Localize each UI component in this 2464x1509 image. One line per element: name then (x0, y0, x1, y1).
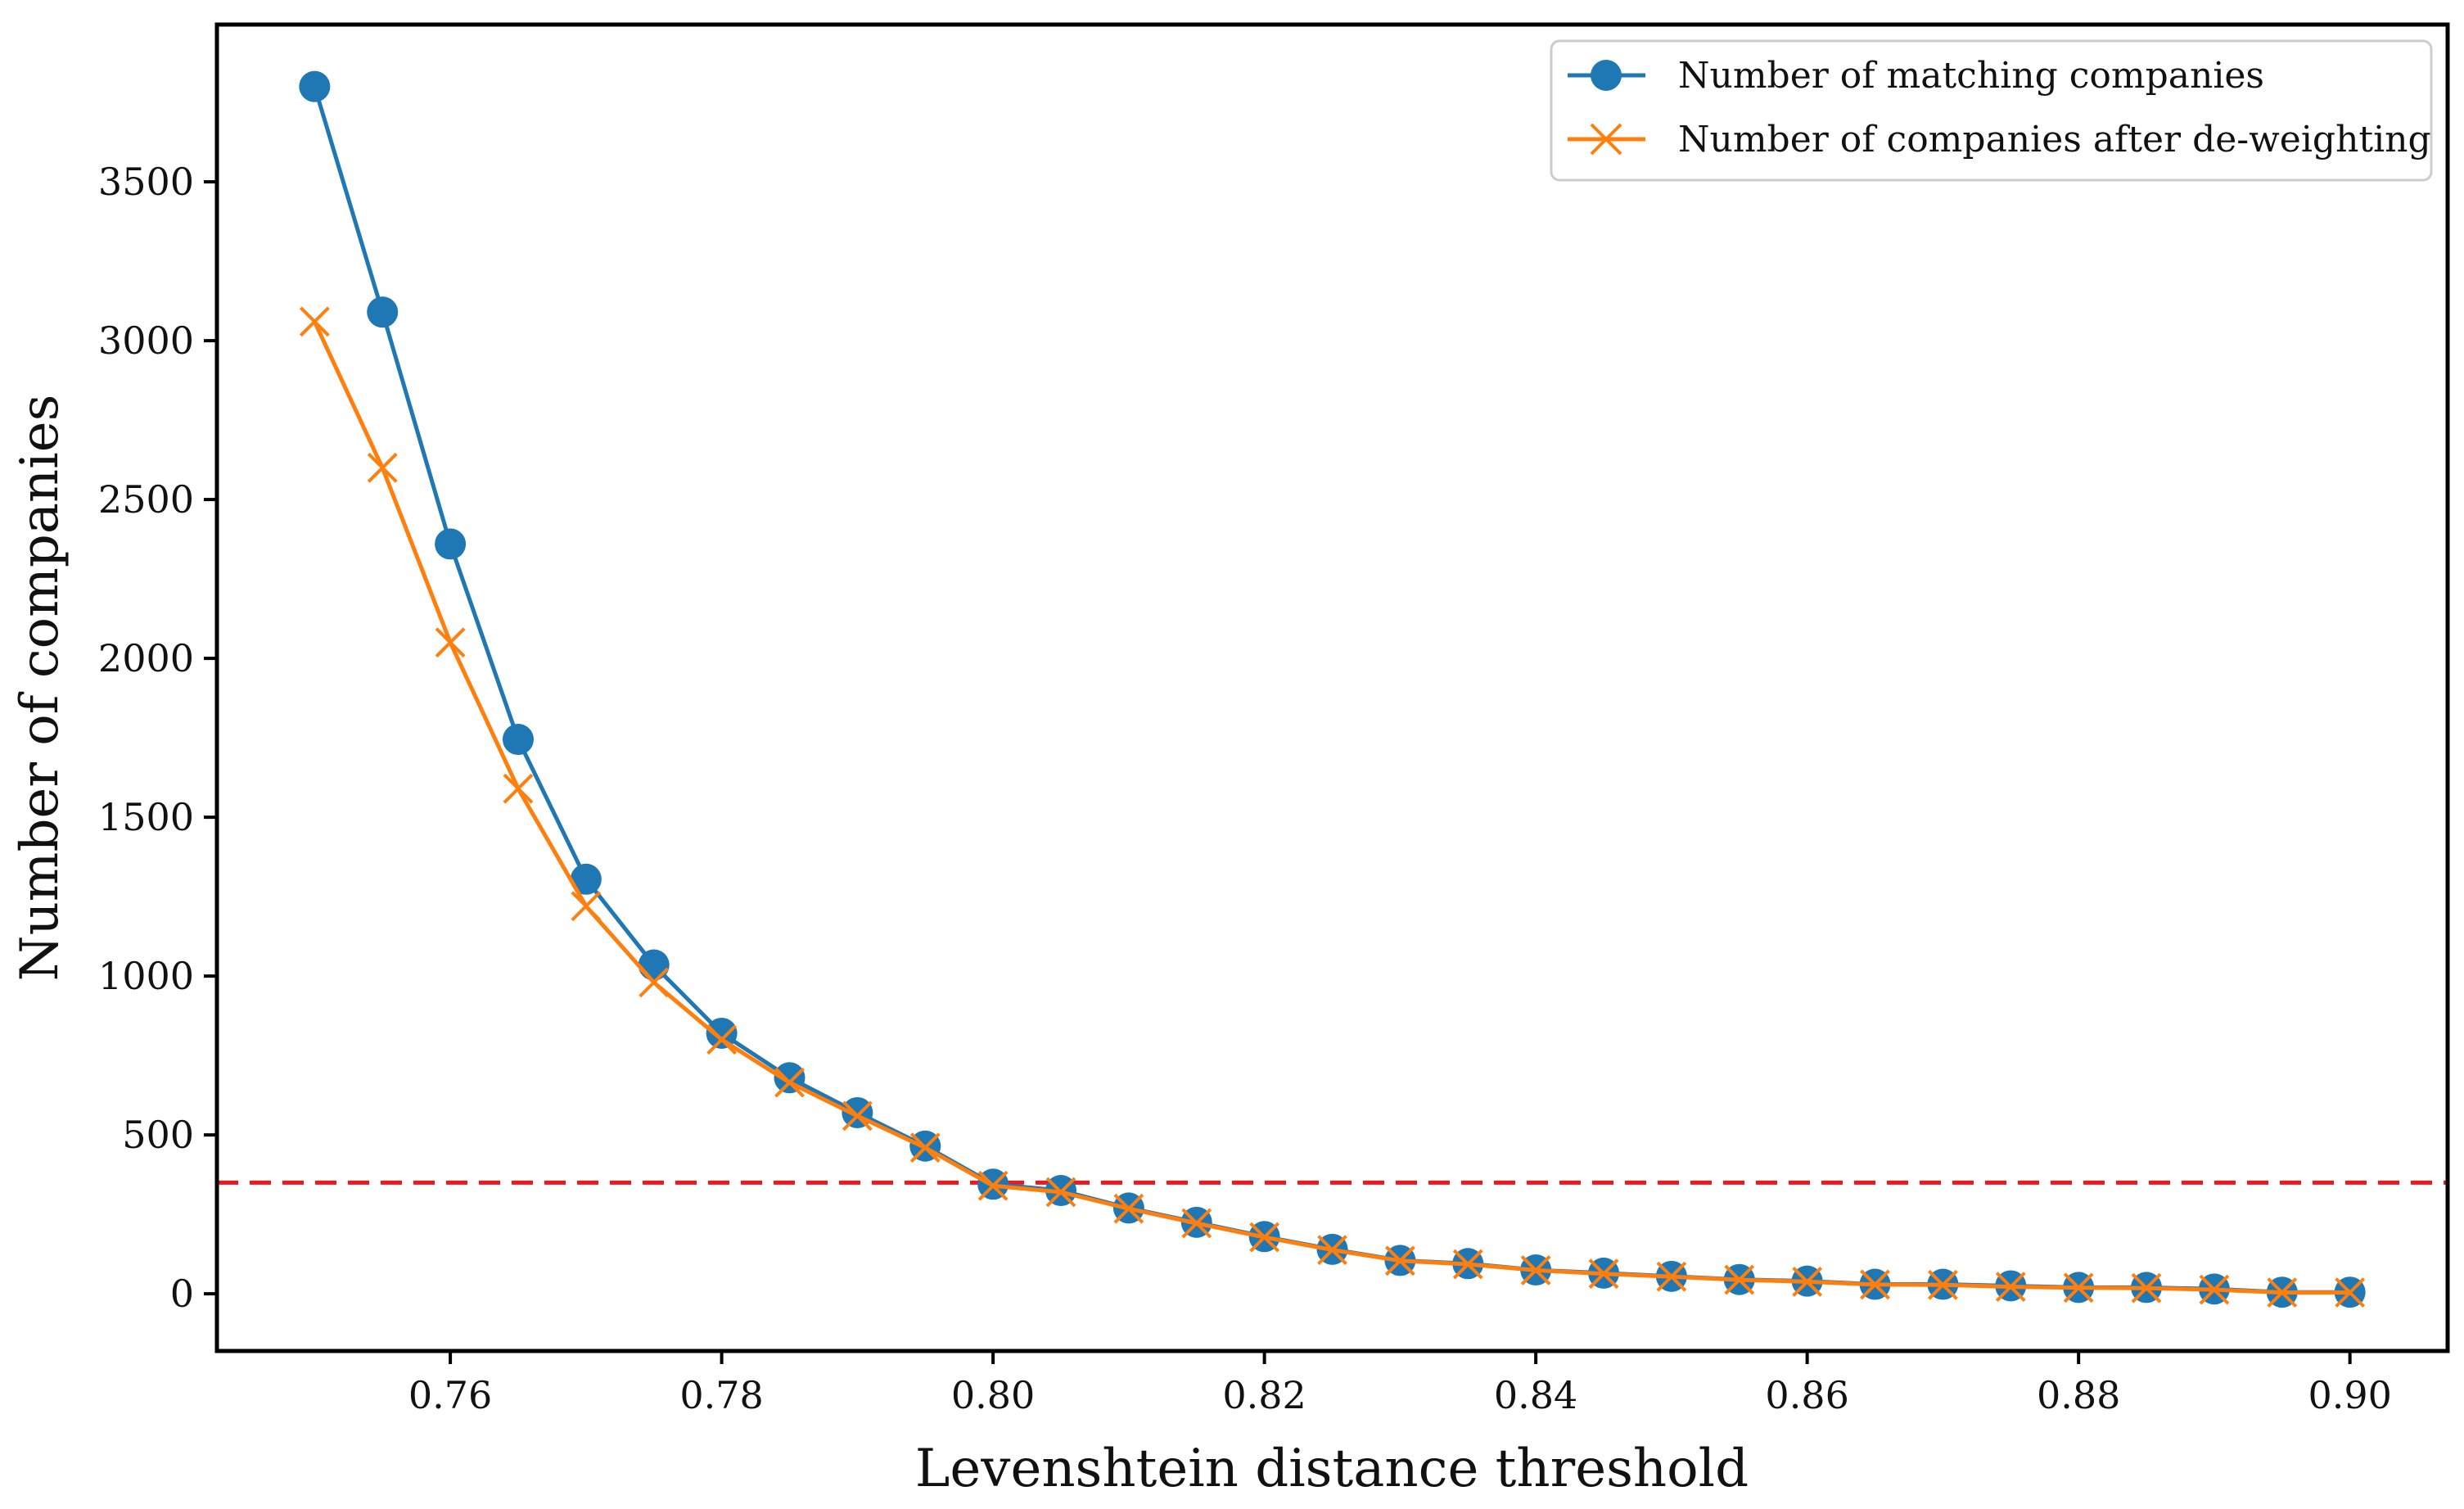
y-tick-label: 3000 (98, 319, 194, 363)
series-0-point (638, 949, 670, 981)
series-1-point (571, 891, 602, 922)
legend-marker-x (1590, 123, 1622, 156)
series-1-point (2131, 1272, 2162, 1303)
x-marker-stroke (639, 967, 670, 998)
plot-frame (214, 22, 2450, 1353)
x-marker-stroke (1995, 1272, 2026, 1303)
x-axis: 0.76 0.78 0.80 0.82 0.84 0.86 0.88 0.90 (408, 1351, 2392, 1417)
x-tick-label: 0.80 (951, 1373, 1035, 1417)
series-1-point (2335, 1277, 2366, 1308)
series-0-point (367, 296, 399, 328)
x-axis-title: Levenshtein distance threshold (915, 1439, 1749, 1499)
series-0-point (435, 528, 467, 560)
series-1-point (1995, 1272, 2026, 1303)
x-tick-label: 0.86 (1765, 1373, 1848, 1417)
x-marker-stroke (1588, 1258, 1619, 1290)
series-0-point (706, 1017, 738, 1049)
x-marker-stroke (1249, 1222, 1280, 1253)
x-marker-stroke (909, 1132, 941, 1163)
x-marker-stroke (1452, 1249, 1483, 1280)
series-1-point (909, 1132, 941, 1163)
x-marker-stroke (2199, 1274, 2230, 1305)
x-marker-stroke (977, 1170, 1009, 1201)
x-marker-stroke (571, 891, 602, 922)
series-1-point (1520, 1255, 1551, 1285)
series-1-point (2063, 1272, 2094, 1303)
series-1-point (639, 967, 670, 998)
legend-label-deweighted: Number of companies after de-weighting (1678, 119, 2431, 160)
series-1-point (2267, 1277, 2298, 1308)
x-marker-stroke (1860, 1269, 1890, 1300)
x-marker-stroke (1181, 1208, 1212, 1239)
y-axis-title: Number of companies (10, 395, 70, 982)
x-marker-stroke (706, 1024, 738, 1055)
x-marker-stroke (774, 1067, 805, 1098)
series-0-point (299, 70, 331, 102)
x-tick-label: 0.82 (1222, 1373, 1306, 1417)
x-marker-stroke (2335, 1277, 2366, 1308)
x-marker-stroke (299, 306, 330, 337)
series-1-point (1588, 1258, 1619, 1290)
series-0-point (570, 863, 602, 895)
x-tick-label: 0.78 (679, 1373, 763, 1417)
x-marker-stroke (2267, 1277, 2298, 1308)
x-marker-stroke (1927, 1269, 1958, 1300)
series-1-point (435, 627, 466, 658)
legend-box (1550, 39, 2433, 182)
series-1-point (2199, 1274, 2230, 1305)
y-tick-label: 0 (170, 1272, 194, 1316)
x-marker-stroke (367, 452, 398, 483)
x-tick-label: 0.84 (1494, 1373, 1577, 1417)
series-1-point (1724, 1264, 1755, 1295)
series-1-point (1045, 1177, 1076, 1208)
x-marker-stroke (435, 627, 466, 658)
x-marker-stroke (1317, 1235, 1347, 1266)
x-marker-stroke (503, 773, 534, 804)
x-marker-stroke (2131, 1272, 2162, 1303)
x-marker-stroke (1520, 1255, 1551, 1285)
x-tick-label: 0.90 (2308, 1373, 2391, 1417)
x-marker-stroke (842, 1100, 873, 1132)
series-1-point (1249, 1222, 1280, 1253)
series-1-point (1317, 1235, 1347, 1266)
series-1-point (977, 1170, 1009, 1201)
x-marker-stroke (2063, 1272, 2094, 1303)
series-1-point (367, 452, 398, 483)
series-1-point (1792, 1266, 1823, 1297)
y-tick-label: 2500 (98, 477, 194, 522)
legend-marker-circle (1591, 60, 1622, 91)
x-marker-stroke (1113, 1193, 1144, 1224)
series-1-point (299, 306, 330, 337)
y-tick-label: 1500 (98, 795, 194, 839)
series-1-point (1927, 1269, 1958, 1300)
series-1-point (1181, 1208, 1212, 1239)
series-1-point (842, 1100, 873, 1132)
y-tick-label: 3500 (98, 160, 194, 204)
series-0-point (502, 724, 534, 756)
series-1-point (1452, 1249, 1483, 1280)
y-tick-label: 500 (122, 1113, 194, 1157)
legend: Number of matching companies Number of c… (1550, 39, 2433, 182)
y-axis: 0 500 1000 1500 2000 2500 3000 3500 (98, 160, 217, 1316)
series-1-point (1113, 1193, 1144, 1224)
series-1-point (1860, 1269, 1890, 1300)
y-tick-label: 2000 (98, 636, 194, 680)
y-tick-label: 1000 (98, 954, 194, 998)
x-marker-stroke (1792, 1266, 1823, 1297)
series-1-point (1656, 1261, 1687, 1292)
x-marker-stroke (1384, 1245, 1415, 1276)
plot-marks (217, 70, 2448, 1308)
x-marker-stroke (1656, 1261, 1687, 1292)
series-1-point (706, 1024, 738, 1055)
series-1-point (1384, 1245, 1415, 1276)
legend-label-matching: Number of matching companies (1678, 55, 2264, 97)
x-marker-stroke (1045, 1177, 1076, 1208)
x-tick-label: 0.76 (408, 1373, 492, 1417)
series-1-point (774, 1067, 805, 1098)
x-tick-label: 0.88 (2037, 1373, 2120, 1417)
x-marker-stroke (1724, 1264, 1755, 1295)
series-1-point (503, 773, 534, 804)
